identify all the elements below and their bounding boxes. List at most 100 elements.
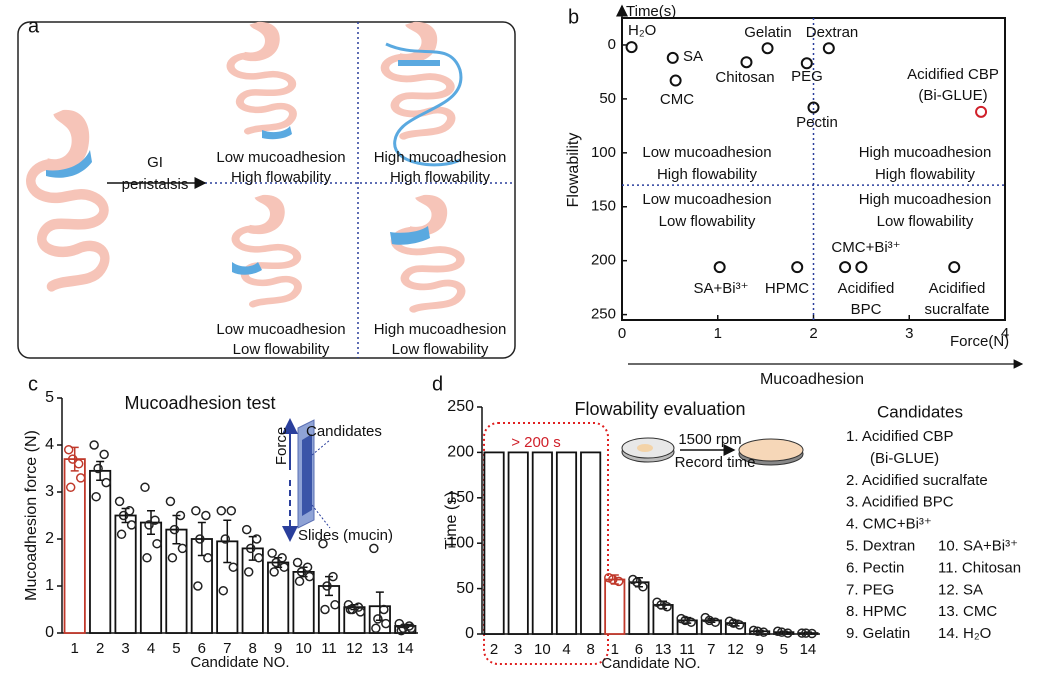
data-point (277, 553, 287, 563)
data-point (177, 543, 188, 554)
point (975, 105, 988, 118)
data-point (144, 520, 154, 530)
x-tick-label: 4 (562, 641, 570, 658)
legend-item: 3. Acidified BPC (846, 494, 954, 511)
data-point (65, 482, 76, 493)
x-direction-label: Mucoadhesion (760, 371, 864, 388)
point (800, 57, 813, 70)
data-point (191, 506, 201, 516)
x-tick-label: 1 (714, 325, 722, 342)
inset-illustration (282, 418, 331, 542)
legend-item: 12. SA (938, 581, 983, 598)
legend-item: 5. Dextran (846, 537, 915, 554)
data-point (656, 600, 666, 610)
data-point (218, 585, 229, 596)
y-axis-label: Time (s) (443, 491, 460, 549)
point-label: Gelatin (744, 24, 792, 41)
y-tick-label: 200 (447, 444, 474, 461)
y-tick-label: 50 (456, 580, 474, 597)
y-tick-label: 4 (45, 436, 54, 453)
point-label: HPMC (765, 280, 809, 297)
legend-item: 1. Acidified CBP (846, 428, 954, 445)
data-point (404, 621, 415, 631)
data-point (216, 506, 227, 516)
data-point (632, 577, 642, 587)
point (625, 41, 638, 54)
data-point (93, 463, 103, 474)
point-label: (Bi-GLUE) (918, 87, 987, 104)
data-point (748, 625, 759, 636)
data-point (369, 543, 379, 554)
y-tick-label: 100 (591, 144, 616, 161)
panel-letter: a (28, 15, 40, 37)
data-point (345, 604, 356, 615)
data-point (783, 628, 793, 638)
data-point (381, 618, 391, 629)
y-tick-label: 250 (591, 306, 616, 323)
data-point (318, 538, 328, 549)
x-tick-label: 3 (514, 641, 522, 658)
data-point (330, 600, 340, 610)
y-tick-label: 100 (447, 534, 474, 551)
bar (507, 451, 529, 635)
data-point (801, 628, 811, 638)
process-illustration (621, 437, 804, 466)
data-point (91, 491, 101, 502)
data-point (686, 617, 696, 627)
data-point (608, 574, 618, 585)
point-label: Dextran (806, 24, 859, 41)
data-point (773, 626, 783, 637)
point (855, 261, 868, 274)
legend-item: 10. SA+Bi³⁺ (938, 537, 1018, 554)
legend-item: 13. CMC (938, 603, 997, 620)
data-point (371, 623, 381, 634)
data-point (150, 515, 160, 525)
data-point (169, 524, 180, 535)
quadrant-label: Low flowability (877, 213, 974, 230)
data-point (165, 496, 176, 507)
x-tick-label: 7 (223, 640, 231, 657)
x-tick-label: 10 (534, 641, 551, 658)
x-tick-label: 4 (1001, 325, 1009, 342)
panel-letter: d (432, 373, 443, 395)
point-label: SA+Bi³⁺ (693, 280, 748, 297)
data-point (142, 553, 152, 563)
y-tick-label: 150 (447, 489, 474, 506)
point-label: Acidified (929, 280, 986, 297)
point-label: H₂O (628, 22, 656, 39)
x-tick-label: 12 (727, 641, 744, 658)
x-tick-label: 11 (321, 640, 337, 657)
data-point (89, 440, 99, 450)
data-point (251, 534, 262, 544)
quadrant-label: High mucoadhesion (859, 191, 992, 208)
y-axis-label: Time(s) (626, 3, 676, 20)
arrow-label: peristalsis (122, 176, 189, 193)
arrow-label: GI (147, 154, 163, 171)
legend-item: (Bi-GLUE) (870, 450, 939, 467)
data-point (638, 582, 648, 592)
process-label: Record time (675, 454, 756, 471)
data-point (241, 524, 252, 535)
y-tick-label: 0 (608, 36, 616, 53)
data-point (271, 557, 281, 568)
point-label: SA (683, 48, 703, 65)
y-tick-label: 250 (447, 398, 474, 415)
chart-title: Flowability evaluation (574, 399, 745, 419)
quadrant-label: High mucoadhesion (374, 149, 507, 166)
quadrant-label: Low mucoadhesion (216, 149, 345, 166)
data-point (116, 529, 127, 540)
y-tick-label: 2 (45, 530, 54, 547)
data-point (253, 553, 264, 563)
x-tick-label: 7 (707, 641, 715, 658)
quadrant-label: High mucoadhesion (859, 144, 992, 161)
data-point (704, 615, 715, 626)
legend-item: 11. Chitosan (938, 559, 1021, 576)
error-bar (223, 519, 232, 564)
point (669, 74, 682, 87)
data-point (269, 567, 279, 577)
data-point (63, 444, 74, 455)
x-tick-label: 1 (611, 641, 619, 658)
data-point (201, 510, 211, 521)
x-tick-label: 3 (905, 325, 913, 342)
